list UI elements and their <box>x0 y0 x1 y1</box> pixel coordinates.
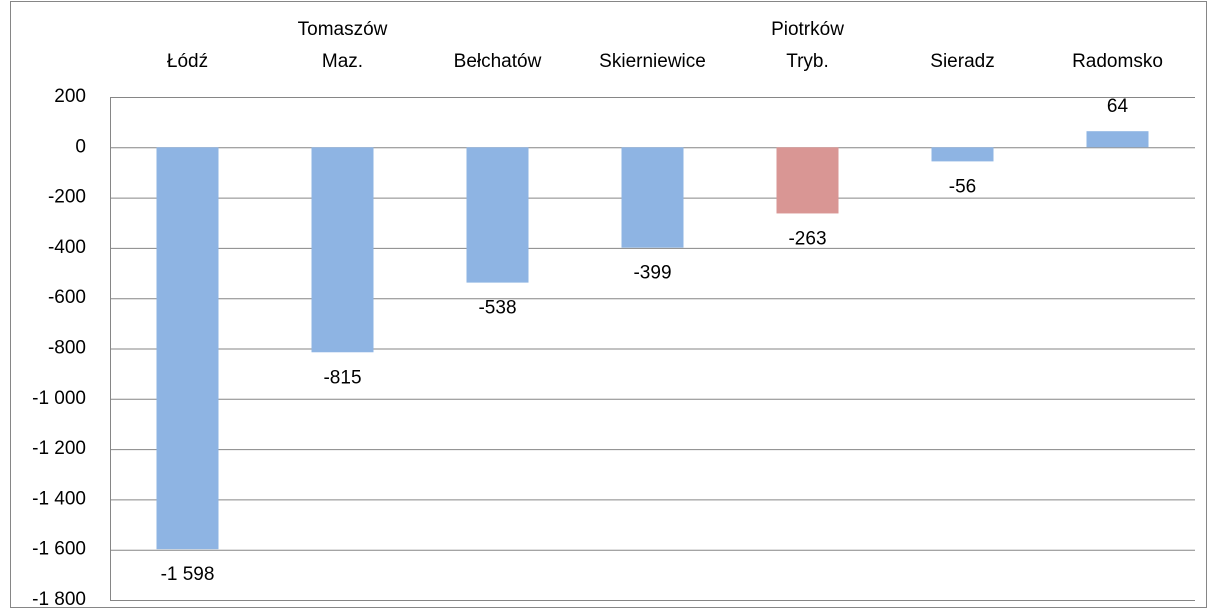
x-tick-label: Radomsko <box>1072 51 1163 72</box>
y-tick-label: -1 000 <box>32 388 86 409</box>
value-label: -815 <box>323 367 361 388</box>
bar <box>466 147 529 283</box>
x-tick-label: Piotrków Tryb. <box>771 19 844 72</box>
y-tick-label: -200 <box>48 187 86 208</box>
bar <box>156 147 219 550</box>
value-label: 64 <box>1107 96 1129 117</box>
y-tick-label: -1 200 <box>32 438 86 459</box>
value-label: -56 <box>949 176 976 197</box>
x-tick-label: Łódź <box>167 51 208 72</box>
bar <box>621 147 684 248</box>
x-tick-label: Bełchatów <box>454 51 542 72</box>
bar <box>776 147 839 214</box>
value-label: -399 <box>633 263 671 284</box>
y-tick-label: 200 <box>54 86 86 107</box>
x-tick-label: Skierniewice <box>599 51 706 72</box>
x-tick-label: Tomaszów Maz. <box>298 19 388 72</box>
y-tick-label: 0 <box>75 136 86 157</box>
bar <box>1086 131 1149 148</box>
value-label: -1 598 <box>161 564 215 585</box>
y-tick-label: -800 <box>48 338 86 359</box>
value-label: -538 <box>478 298 516 319</box>
value-label: -263 <box>788 228 826 249</box>
x-tick-label: Sieradz <box>930 51 994 72</box>
bar <box>311 147 374 353</box>
y-tick-label: -400 <box>48 237 86 258</box>
bar <box>931 147 994 162</box>
y-tick-label: -1 600 <box>32 539 86 560</box>
y-tick-label: -1 800 <box>32 589 86 609</box>
y-tick-label: -1 400 <box>32 488 86 509</box>
y-tick-label: -600 <box>48 287 86 308</box>
